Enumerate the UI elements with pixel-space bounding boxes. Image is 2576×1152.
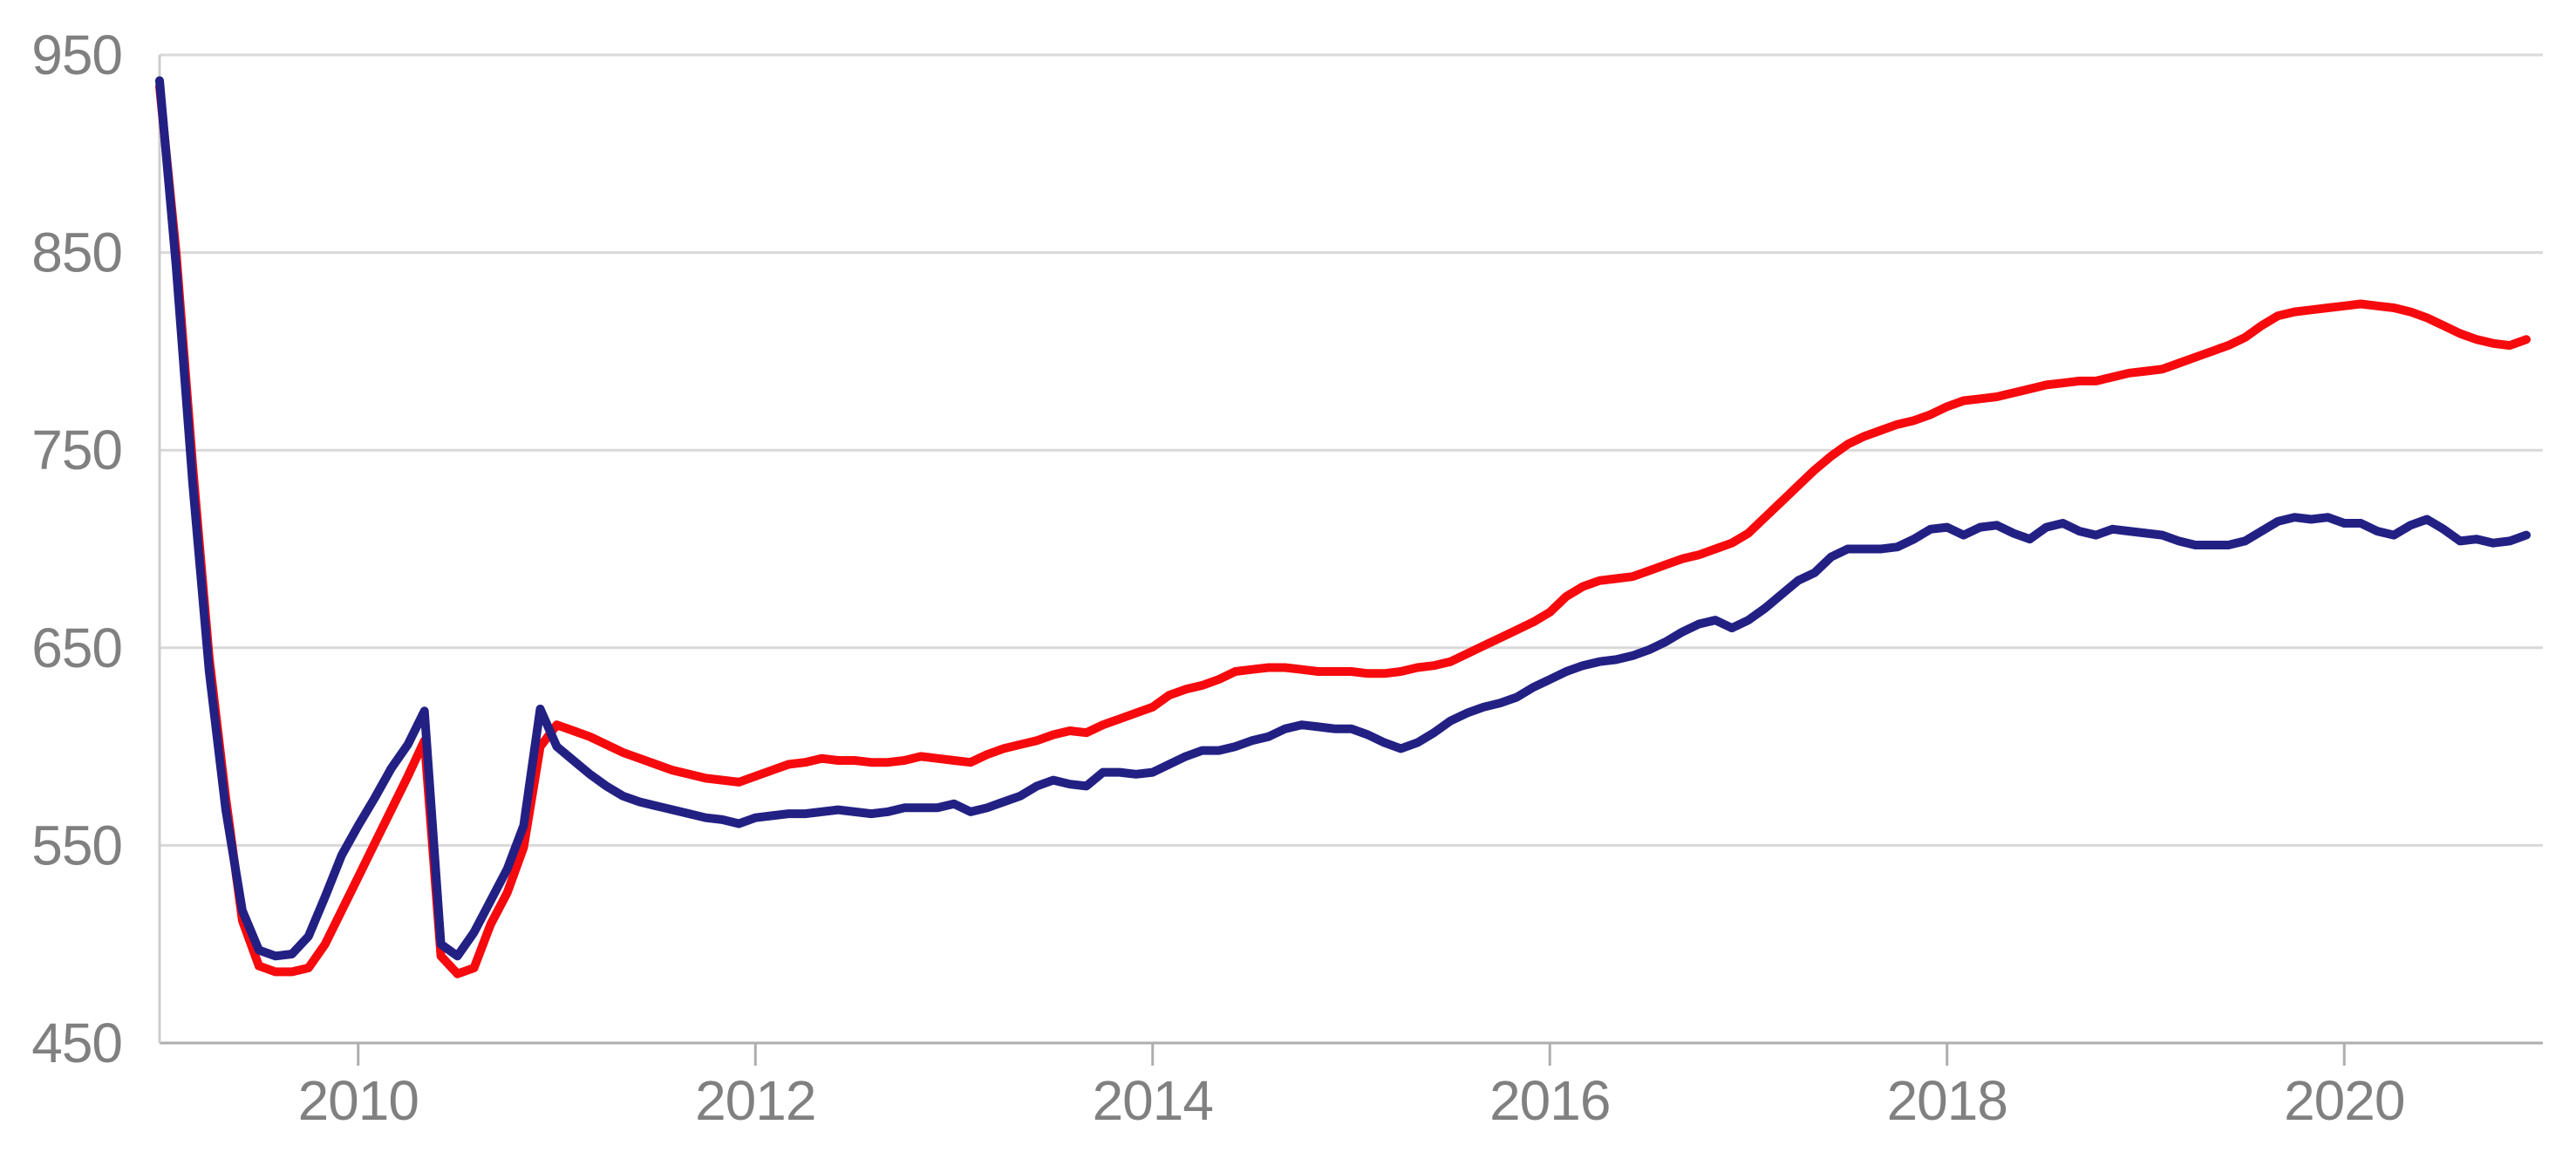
x-tick-label-2012: 2012 (695, 1069, 815, 1132)
y-tick-label-950: 950 (31, 24, 122, 86)
x-tick-label-2014: 2014 (1093, 1069, 1213, 1132)
navy-series-line (155, 76, 2531, 961)
y-tick-label-550: 550 (31, 814, 122, 876)
y-tick-label-750: 750 (31, 419, 122, 481)
y-tick-label-850: 850 (31, 222, 122, 284)
red-series-line (155, 82, 2531, 978)
x-tick-label-2020: 2020 (2284, 1069, 2404, 1132)
x-tick-label-2018: 2018 (1887, 1069, 2007, 1132)
x-tick-label-2010: 2010 (298, 1069, 419, 1132)
y-tick-label-450: 450 (31, 1012, 122, 1074)
y-tick-label-650: 650 (31, 617, 122, 679)
x-tick-label-2016: 2016 (1489, 1069, 1610, 1132)
